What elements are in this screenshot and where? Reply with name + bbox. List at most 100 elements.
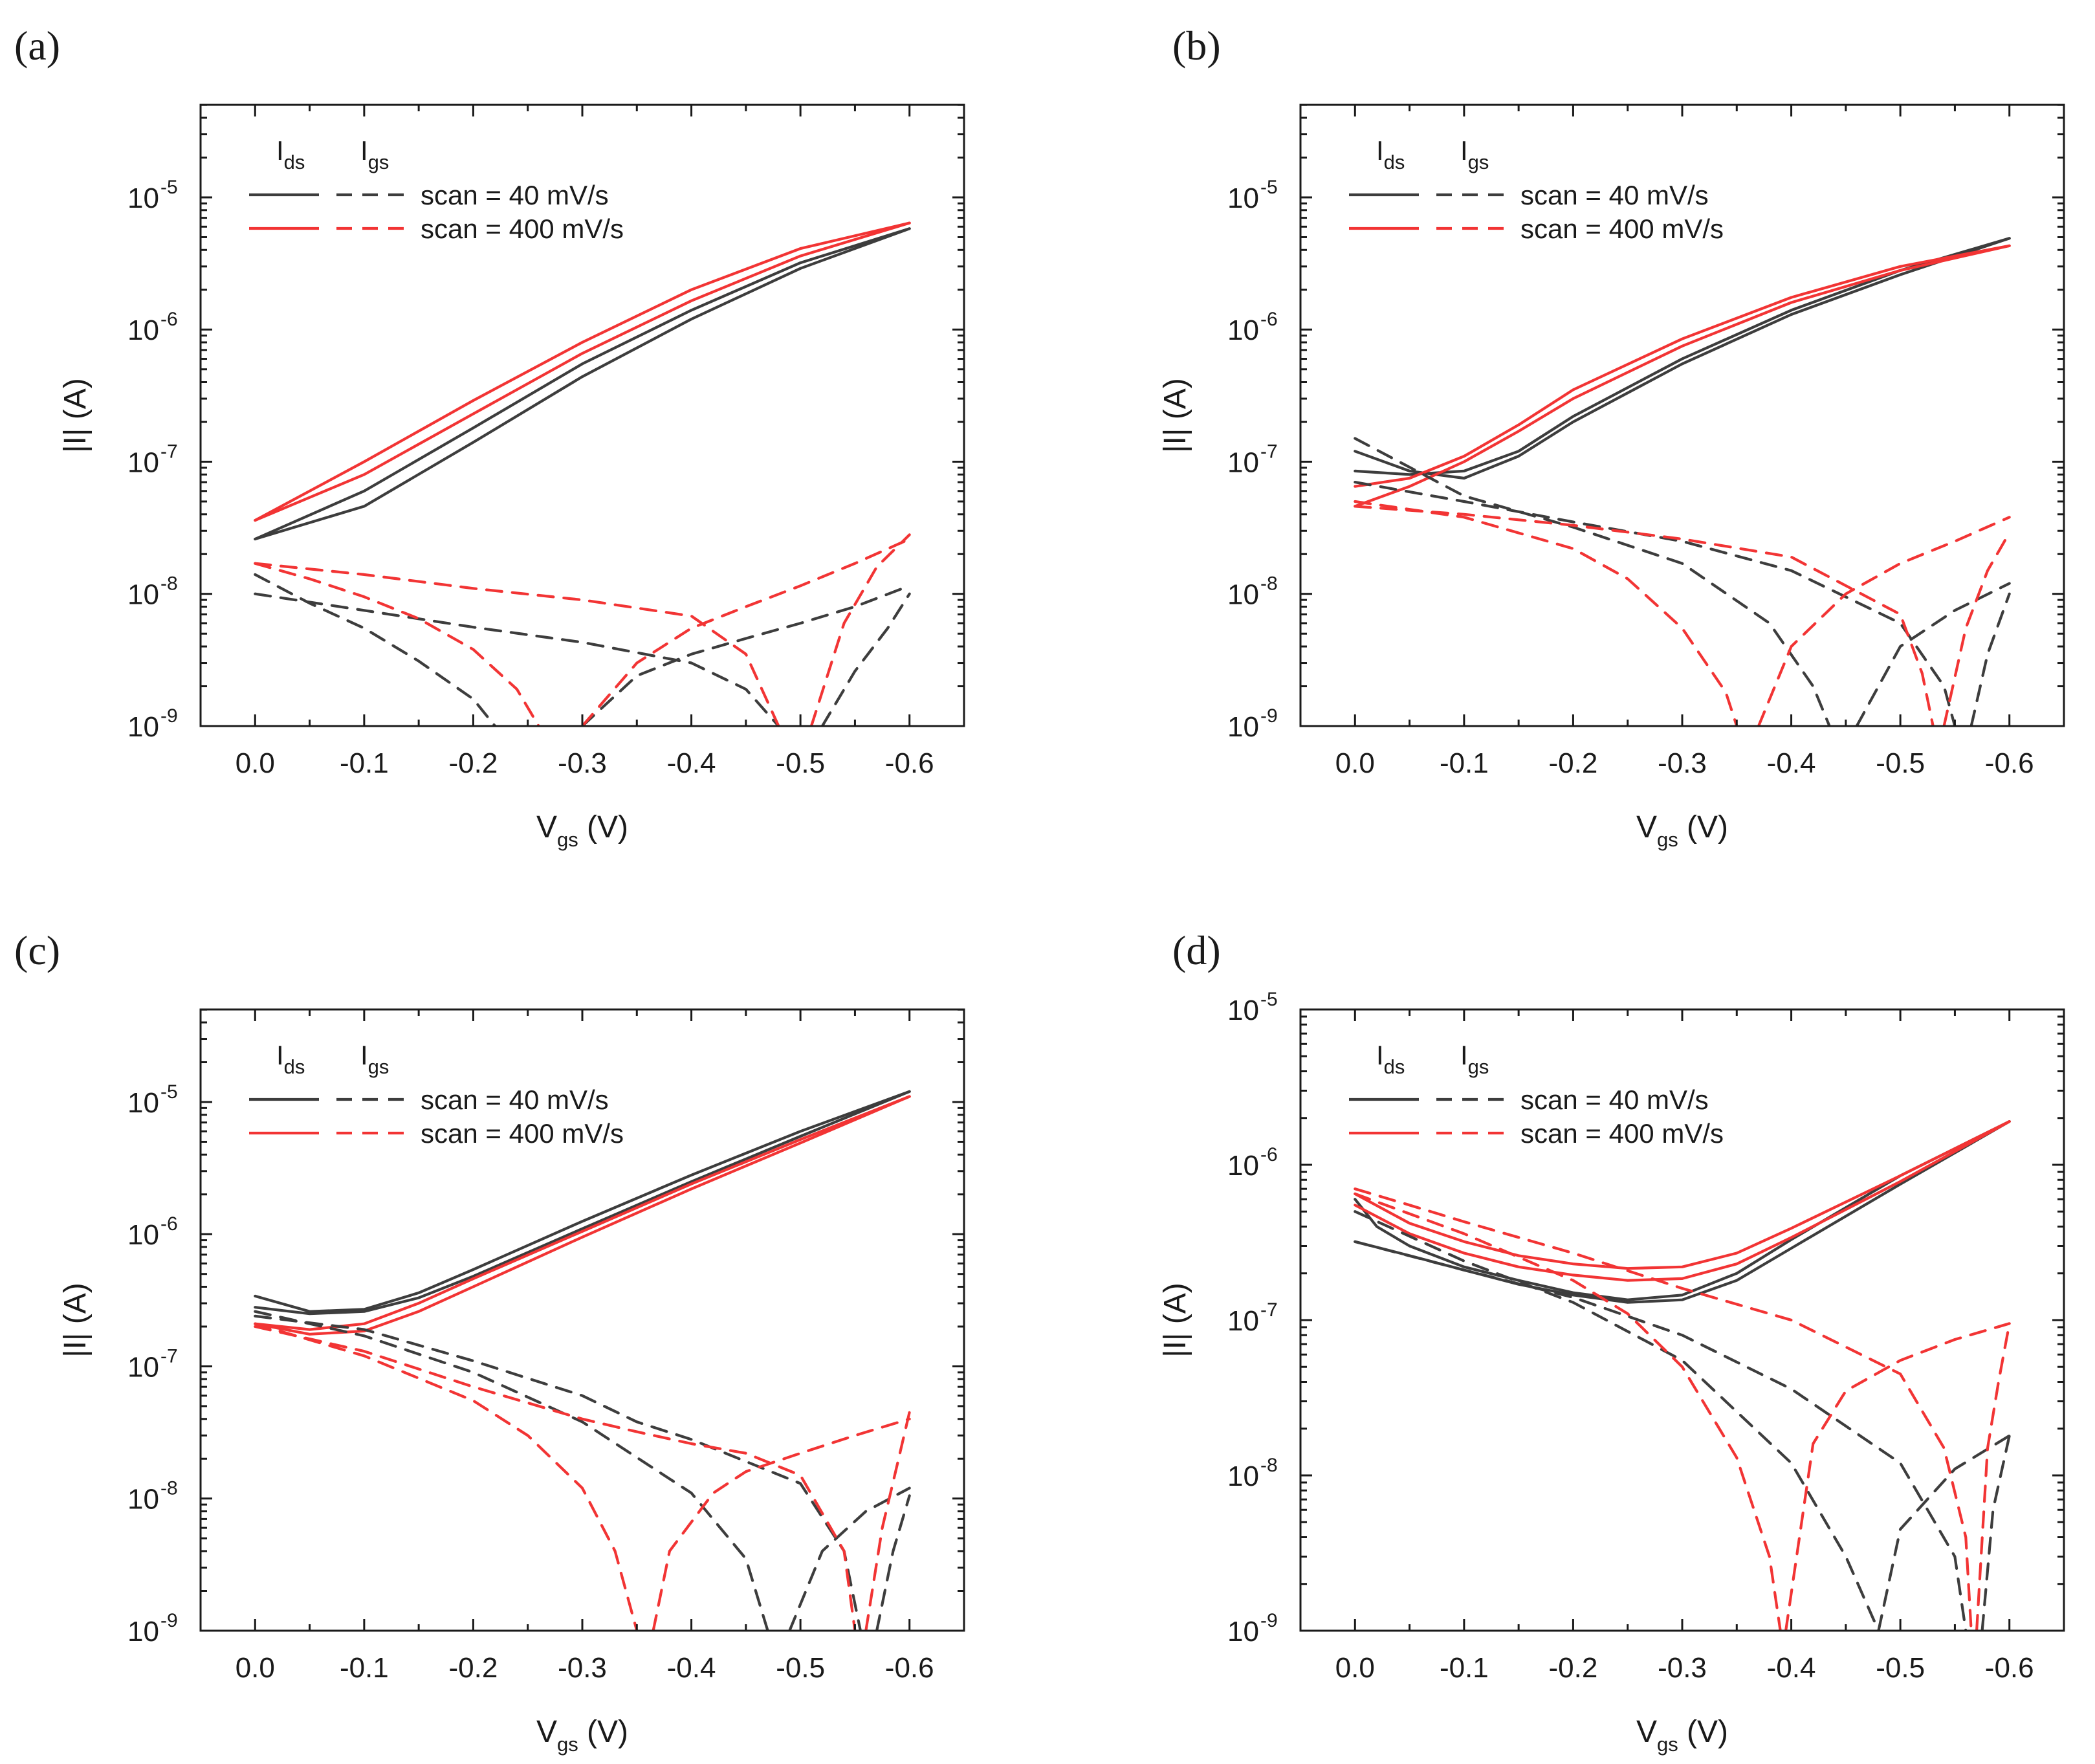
x-tick-label: 0.0: [1335, 1652, 1375, 1684]
x-axis-title: Vgs (V): [536, 810, 628, 851]
y-tick-exponent: -9: [1260, 705, 1278, 727]
x-tick-label: -0.1: [340, 747, 389, 779]
panel-label: (c): [14, 927, 60, 973]
series-line: [1354, 437, 1831, 726]
series-line: [1354, 1120, 2011, 1270]
y-tick-label: 10: [127, 447, 159, 478]
x-tick-label: 0.0: [236, 1652, 275, 1684]
series-line: [254, 562, 780, 726]
x-tick-label: -0.6: [885, 747, 934, 779]
series-line: [1757, 516, 2011, 726]
y-axis-title: |I| (A): [1158, 1283, 1192, 1358]
y-tick-exponent: -7: [1260, 1299, 1278, 1321]
series-line: [1354, 237, 2011, 476]
x-axis-title: Vgs (V): [536, 1715, 628, 1756]
x-tick-label: -0.3: [558, 747, 607, 779]
legend-header-igs: Igs: [1460, 135, 1489, 173]
series-group: [1354, 1120, 2011, 1631]
series-line: [254, 1090, 911, 1313]
series-group: [254, 221, 911, 726]
y-tick-exponent: -8: [160, 573, 178, 595]
series-line: [788, 1486, 911, 1631]
series-line: [1354, 1120, 2011, 1304]
y-tick-label: 10: [127, 1484, 159, 1516]
series-line: [254, 562, 540, 726]
series-line: [254, 221, 911, 522]
series-line: [809, 533, 911, 726]
y-tick-exponent: -7: [1260, 441, 1278, 462]
y-tick-exponent: -6: [1260, 309, 1278, 330]
series-line: [1969, 592, 2011, 726]
y-tick-exponent: -9: [1260, 1610, 1278, 1631]
series-line: [1855, 582, 2011, 726]
x-tick-label: -0.2: [1549, 1652, 1598, 1684]
y-tick-label: 10: [1227, 579, 1259, 611]
y-axis-title: |I| (A): [1158, 378, 1192, 453]
series-line: [820, 592, 911, 726]
y-tick-label: 10: [127, 1351, 159, 1383]
series-line: [1980, 1434, 2011, 1631]
y-tick-label: 10: [1227, 447, 1259, 478]
series-line: [1354, 244, 2011, 508]
series-line: [1354, 1210, 1880, 1631]
series-line: [1942, 531, 2011, 726]
legend-header-igs: Igs: [1460, 1040, 1489, 1078]
panel-label: (a): [14, 23, 60, 69]
legend-entry-label: scan = 40 mV/s: [1520, 180, 1709, 210]
y-tick-label: 10: [1227, 995, 1259, 1026]
x-tick-label: -0.2: [449, 1652, 498, 1684]
chart-panel-a: (a)0.0 -0.1 -0.2 -0.3 -0.4 -0.5 -0.610-910-810…: [14, 23, 965, 851]
x-tick-label: -0.5: [776, 1652, 825, 1684]
series-line: [1354, 505, 1935, 726]
legend-entry-label: scan = 400 mV/s: [421, 214, 624, 244]
x-tick-label: -0.1: [1440, 747, 1489, 779]
x-tick-label: -0.5: [1876, 1652, 1925, 1684]
y-tick-exponent: -7: [160, 1345, 178, 1367]
series-group: [1354, 237, 2011, 726]
x-tick-label: -0.1: [1440, 1652, 1489, 1684]
y-tick-label: 10: [1227, 182, 1259, 214]
chart-panel-d: (d)0.0 -0.1 -0.2 -0.3 -0.4 -0.5 -0.610-910-810…: [1158, 927, 2065, 1756]
legend-entry-label: scan = 400 mV/s: [1520, 1118, 1724, 1149]
series-group: [254, 1090, 911, 1631]
y-tick-exponent: -9: [160, 705, 178, 727]
legend-entry-label: scan = 40 mV/s: [1520, 1085, 1709, 1115]
chart-panel-c: (c)0.0 -0.1 -0.2 -0.3 -0.4 -0.5 -0.610-910-810…: [14, 927, 965, 1756]
x-tick-label: -0.2: [449, 747, 498, 779]
series-line: [580, 584, 911, 726]
legend-header-ids: Ids: [1376, 1040, 1405, 1078]
x-tick-label: -0.4: [1767, 1652, 1816, 1684]
y-tick-exponent: -9: [160, 1610, 178, 1631]
legend-header-ids: Ids: [276, 1040, 305, 1078]
x-tick-label: 0.0: [236, 747, 275, 779]
y-tick-exponent: -5: [1260, 177, 1278, 198]
y-tick-exponent: -5: [160, 177, 178, 198]
x-tick-label: -0.5: [776, 747, 825, 779]
x-tick-label: -0.3: [1658, 747, 1707, 779]
series-line: [875, 1494, 911, 1631]
x-tick-label: -0.4: [1767, 747, 1816, 779]
legend-header-igs: Igs: [360, 135, 389, 173]
y-tick-exponent: -6: [160, 1213, 178, 1235]
y-axis-title: |I| (A): [58, 378, 93, 453]
y-tick-label: 10: [1227, 1150, 1259, 1182]
y-tick-label: 10: [127, 1219, 159, 1251]
series-line: [864, 1411, 911, 1631]
x-tick-label: -0.6: [885, 1652, 934, 1684]
series-line: [1354, 481, 1957, 726]
y-tick-exponent: -5: [160, 1081, 178, 1103]
x-tick-label: -0.3: [1658, 1652, 1707, 1684]
panel-label: (d): [1172, 927, 1221, 973]
series-line: [254, 221, 911, 522]
series-line: [1354, 500, 1739, 726]
series-line: [254, 1095, 911, 1336]
y-tick-label: 10: [1227, 314, 1259, 346]
legend-header-ids: Ids: [1376, 135, 1405, 173]
x-tick-label: -0.3: [558, 1652, 607, 1684]
y-tick-label: 10: [127, 314, 159, 346]
series-line: [254, 1095, 911, 1331]
y-tick-label: 10: [1227, 711, 1259, 743]
